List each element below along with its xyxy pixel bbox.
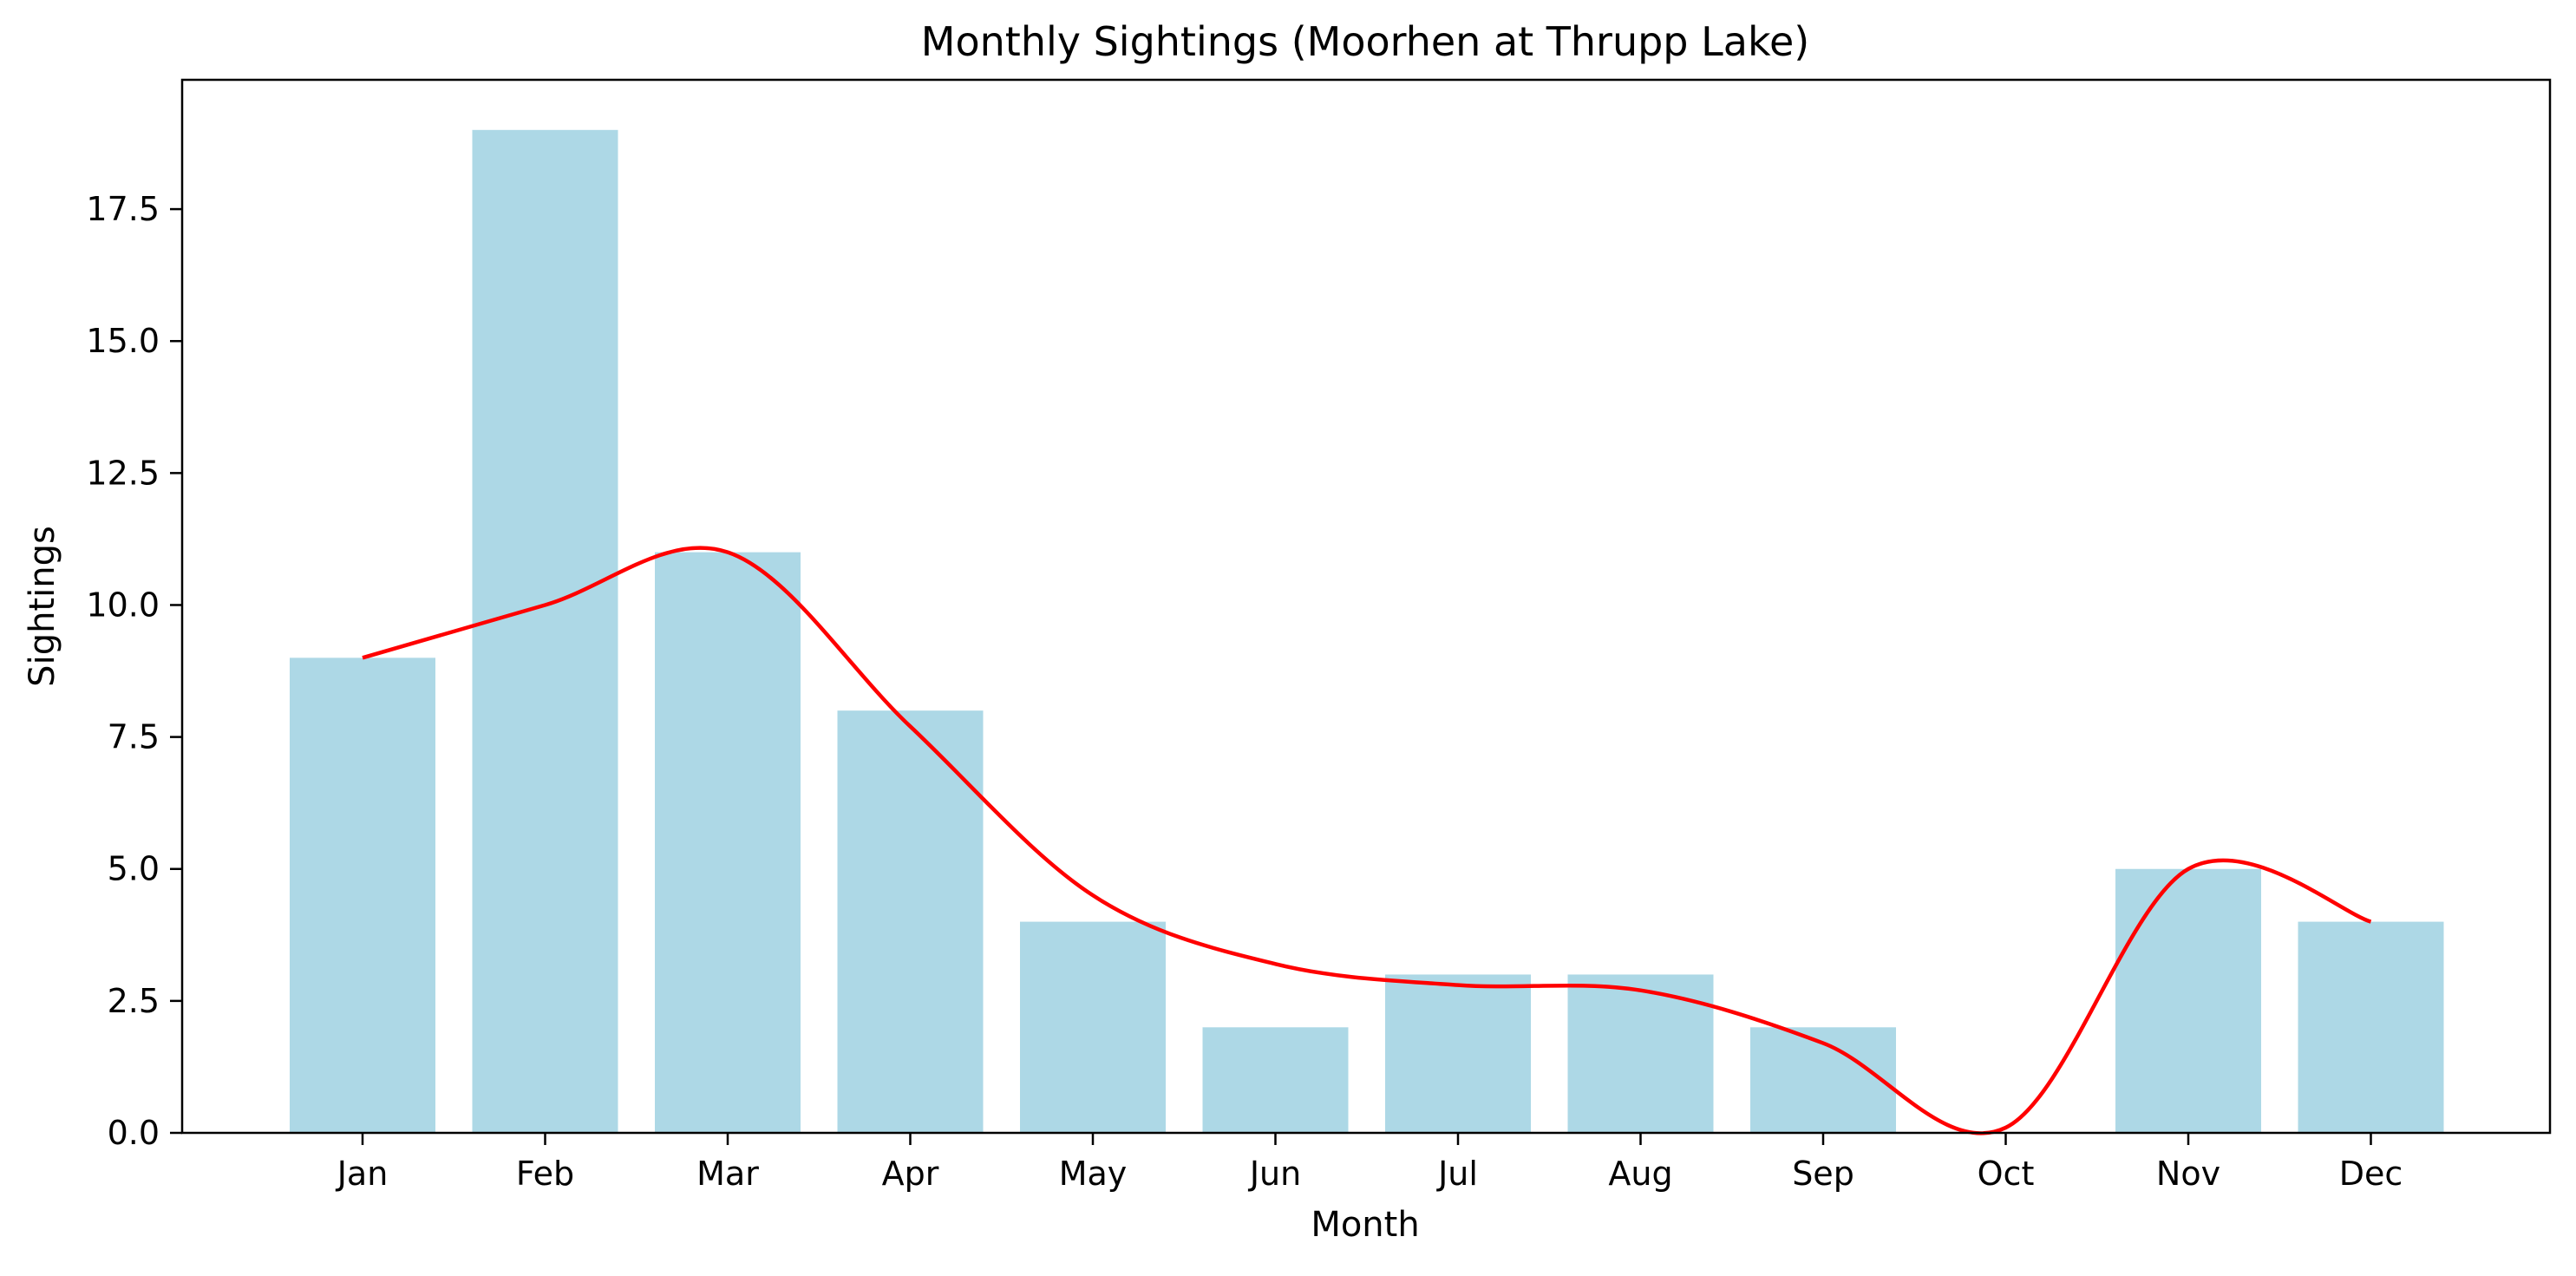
bar-may	[1020, 921, 1166, 1133]
y-tick-label: 15.0	[86, 322, 160, 360]
x-axis-label: Month	[1311, 1205, 1419, 1245]
chart-title: Monthly Sightings (Moorhen at Thrupp Lak…	[921, 18, 1809, 65]
x-tick-label-feb: Feb	[516, 1155, 574, 1193]
bar-jul	[1385, 974, 1531, 1133]
bar-mar	[655, 552, 801, 1133]
x-tick-label-aug: Aug	[1608, 1155, 1672, 1193]
y-tick-label: 7.5	[108, 718, 160, 756]
bar-nov	[2115, 868, 2261, 1133]
y-tick-label: 5.0	[108, 850, 160, 888]
trend-line-group	[362, 546, 2372, 1135]
trend-line	[362, 546, 2372, 1135]
y-axis-ticks: 0.0 2.5 5.0 7.5 10.0 12.5 15.0 17.5	[86, 190, 182, 1152]
y-axis-label: Sightings	[23, 526, 62, 687]
x-tick-label-jun: Jun	[1248, 1155, 1301, 1193]
bar-apr	[837, 710, 984, 1133]
x-tick-label-jan: Jan	[336, 1155, 389, 1193]
x-tick-label-may: May	[1059, 1155, 1128, 1193]
x-tick-label-dec: Dec	[2339, 1155, 2403, 1193]
x-axis-ticks: Jan Feb Mar Apr May Jun Jul Aug Sep Oct Nov Dec	[336, 1133, 2403, 1193]
bar-jun	[1202, 1027, 1349, 1133]
x-tick-label-jul: Jul	[1436, 1155, 1478, 1193]
y-tick-label: 17.5	[86, 190, 160, 228]
x-tick-label-mar: Mar	[696, 1155, 759, 1193]
x-tick-label-sep: Sep	[1792, 1155, 1854, 1193]
bar-jan	[290, 658, 435, 1133]
y-tick-label: 12.5	[86, 454, 160, 492]
bar-aug	[1567, 974, 1714, 1133]
y-tick-label: 10.0	[86, 586, 160, 624]
y-tick-label: 2.5	[108, 982, 160, 1020]
x-tick-label-oct: Oct	[1978, 1155, 2035, 1193]
y-tick-label: 0.0	[108, 1114, 160, 1152]
bar-feb	[472, 129, 618, 1133]
x-tick-label-apr: Apr	[882, 1155, 939, 1193]
bars-group	[290, 129, 2444, 1133]
x-tick-label-nov: Nov	[2156, 1155, 2220, 1193]
bar-dec	[2298, 921, 2444, 1133]
plot-frame	[180, 78, 2552, 1135]
